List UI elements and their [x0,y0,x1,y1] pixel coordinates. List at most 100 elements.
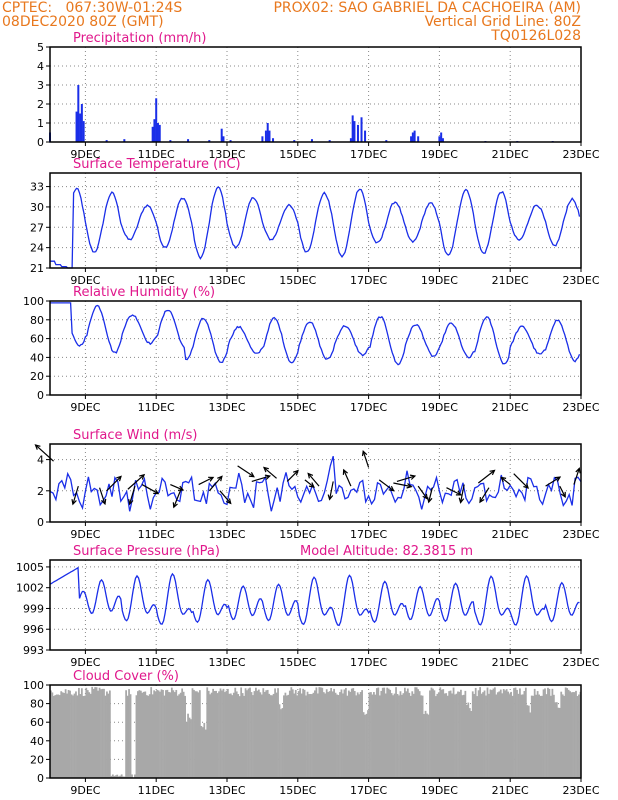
y-tick-label: 996 [23,623,44,636]
wind-vector-head [575,467,581,474]
panel-frame [49,46,582,143]
wind-vector-head [262,466,269,473]
precip-bar [410,136,413,142]
y-tick-label: 2 [37,485,44,498]
precip-bar [353,121,356,142]
cloud-bar [356,692,359,778]
cloud-bar [538,694,541,778]
cloud-bar [305,695,307,778]
cloud-bar [496,692,499,778]
cloud-bar [66,693,68,778]
wind-vector-head [342,468,348,475]
cloud-bar [303,689,306,778]
x-tick-label: 15DEC [279,656,316,669]
wind-vector-head [327,494,334,501]
wind-vector-head [307,472,314,479]
cloud-bar [343,689,346,778]
precip-bar [310,139,313,142]
cloud-bar [103,688,105,778]
panel-title: Relative Humidity (%) [73,285,215,300]
cloud-bar [201,727,204,778]
cloud-bar [257,689,260,778]
wind-vector-head [409,474,417,480]
precip-bar [360,117,363,142]
cloud-bar [359,692,362,778]
cloud-bar [139,690,142,778]
cloud-bar [89,693,92,778]
cloud-bar [243,695,245,778]
cloud-bar [387,688,390,778]
x-tick-label: 21DEC [492,401,529,414]
cloud-bar [290,687,293,778]
cloud-bar [427,714,430,778]
cloud-bar [392,695,394,778]
cloud-bar [461,695,464,778]
precip-bar [349,138,352,142]
cloud-bar [253,691,256,778]
cloud-bar [283,695,285,778]
cloud-bar [541,695,543,778]
wind-vector [545,476,561,487]
cloud-bar [325,689,328,778]
cloud-bar [246,690,248,778]
cloud-bar [175,689,178,778]
panel-5: 993 996 999 1002 1005 9DEC 11DEC 13DEC 15DEC 17DE… [16,544,600,669]
cloud-bar [259,692,262,778]
x-tick-label: 19DEC [421,148,458,161]
cloud-bar [88,692,91,778]
cloud-bar [207,690,210,778]
cloud-bar [135,695,138,778]
wind-vector-head [458,497,465,504]
x-tick-label: 19DEC [421,274,458,287]
cloud-bar [54,695,57,778]
cloud-bar [268,693,271,778]
panel-4: 0 2 4 9DEC 11DEC 13DEC 15DEC 17DEC 19DEC 21DEC 23D… [34,428,600,541]
panel-3: 0 20 40 60 80 100 9DEC 11DEC 13DEC 15DEC 17DEC 19DE… [23,285,600,414]
x-tick-label: 13DEC [208,401,245,414]
cloud-bar [95,687,98,778]
cloud-bar [415,687,418,778]
cloud-bar [488,693,490,778]
cloud-bar [232,692,235,778]
cloud-bar [287,694,290,778]
cloud-bar [476,696,479,778]
wind-vector [329,481,334,500]
cloud-bar [141,692,144,778]
cloud-bar [241,693,244,778]
cloud-bar [491,690,493,778]
cloud-bar [482,692,484,778]
cloud-bar [507,691,510,778]
y-tick-label: 40 [30,351,44,364]
wind-vector-head [560,491,566,499]
x-tick-label: 17DEC [350,401,387,414]
cloud-bar [228,693,231,778]
cloud-bar [157,690,160,778]
cloud-bar [275,692,278,778]
x-tick-label: 23DEC [562,148,599,161]
wind-vector-head [489,469,496,476]
panel-title: Surface Pressure (hPa) [73,544,220,559]
cloud-bar [113,775,116,778]
wind-vector [477,469,495,484]
wind-vector [307,473,320,487]
pressure-line [49,566,580,627]
panel-1: 0 1 2 3 4 5 9DEC 11DEC 13DEC 15DEC 17DEC 19DEC 21DEC… [37,31,600,161]
cloud-bar [237,694,240,778]
cloud-bar [188,717,191,778]
wind-vector-head [153,489,160,495]
wind-vector [237,465,255,478]
cloud-bar [330,687,333,778]
cloud-bar [533,688,536,778]
cloud-bar [361,690,363,778]
x-tick-label: 9DEC [70,528,100,541]
cloud-bar [204,729,207,778]
cloud-bar [145,695,148,778]
panel-annotation: Model Altitude: 82.3815 m [300,544,473,559]
x-tick-label: 19DEC [421,528,458,541]
cloud-bar [67,690,70,778]
x-tick-label: 9DEC [70,784,100,797]
cloud-bar [377,687,380,778]
cloud-bar [76,695,79,778]
cloud-bar [266,689,269,778]
cloud-bar [451,693,453,778]
